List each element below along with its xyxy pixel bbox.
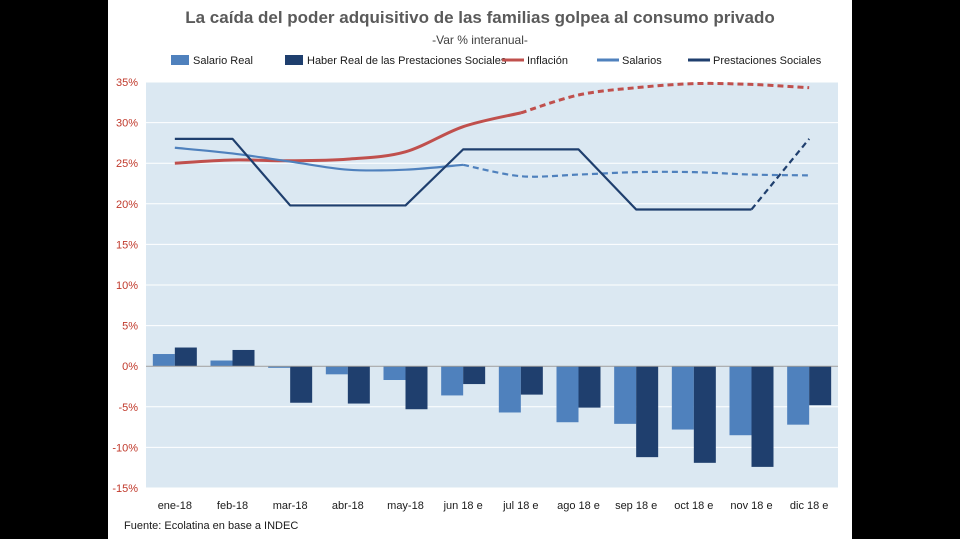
bar-haber-real bbox=[578, 366, 601, 408]
x-tick-label: oct 18 e bbox=[674, 500, 713, 512]
line-salarios-dashed bbox=[462, 163, 810, 178]
line-prestaciones-dashed bbox=[750, 138, 811, 211]
bar-salario-real bbox=[671, 366, 694, 430]
x-tick-label: may-18 bbox=[387, 500, 424, 512]
bar-salario-real bbox=[787, 366, 810, 425]
source-note: Fuente: Ecolatina en base a INDEC bbox=[124, 520, 299, 532]
x-tick-label: ene-18 bbox=[158, 500, 192, 512]
legend-label-prestaciones: Prestaciones Sociales bbox=[713, 55, 822, 67]
bar-salario-real bbox=[729, 366, 752, 436]
line-inflacion-solid bbox=[174, 111, 522, 165]
bar-haber-real bbox=[520, 366, 543, 395]
bar-haber-real bbox=[347, 366, 370, 404]
legend-swatch-salario-real bbox=[171, 55, 189, 65]
bar-haber-real bbox=[636, 366, 659, 458]
bar-salario-real bbox=[614, 366, 637, 424]
legend-label-haber-real: Haber Real de las Prestaciones Sociales bbox=[307, 55, 507, 67]
y-tick-label: 10% bbox=[116, 280, 138, 292]
x-tick-label: abr-18 bbox=[332, 500, 364, 512]
x-tick-label: sep 18 e bbox=[615, 500, 657, 512]
bar-haber-real bbox=[290, 366, 313, 403]
chart-title: La caída del poder adquisitivo de las fa… bbox=[185, 8, 775, 27]
y-tick-label: 30% bbox=[116, 118, 138, 130]
x-tick-label: jun 18 e bbox=[443, 500, 483, 512]
y-tick-label: 15% bbox=[116, 239, 138, 251]
y-tick-label: 20% bbox=[116, 199, 138, 211]
line-prestaciones-solid bbox=[174, 137, 752, 211]
y-tick-label: -10% bbox=[112, 442, 138, 454]
legend-label-salario-real: Salario Real bbox=[193, 55, 253, 67]
x-tick-label: ago 18 e bbox=[557, 500, 600, 512]
x-tick-label: dic 18 e bbox=[790, 500, 829, 512]
chart-subtitle: -Var % interanual- bbox=[432, 33, 528, 47]
bar-salario-real bbox=[498, 366, 521, 413]
line-inflacion-dashed bbox=[520, 81, 810, 115]
legend-swatch-haber-real bbox=[285, 55, 303, 65]
bar-salario-real bbox=[268, 366, 291, 368]
bar-haber-real bbox=[174, 347, 197, 367]
bar-haber-real bbox=[232, 349, 255, 367]
x-tick-label: jul 18 e bbox=[502, 500, 538, 512]
bar-haber-real bbox=[463, 366, 486, 385]
legend-label-salarios: Salarios bbox=[622, 55, 662, 67]
bar-haber-real bbox=[751, 366, 774, 467]
bar-haber-real bbox=[809, 366, 832, 406]
bar-salario-real bbox=[441, 366, 464, 396]
y-tick-label: -15% bbox=[112, 483, 138, 495]
y-tick-label: 5% bbox=[122, 321, 138, 333]
x-tick-label: nov 18 e bbox=[730, 500, 772, 512]
legend-label-inflacion: Inflación bbox=[527, 55, 568, 67]
x-tick-label: mar-18 bbox=[273, 500, 308, 512]
y-tick-label: 25% bbox=[116, 158, 138, 170]
line-salarios-solid bbox=[174, 146, 464, 172]
bar-haber-real bbox=[693, 366, 716, 463]
y-tick-label: 35% bbox=[116, 77, 138, 89]
bar-salario-real bbox=[556, 366, 579, 423]
bar-haber-real bbox=[405, 366, 428, 410]
bar-salario-real bbox=[383, 366, 406, 381]
bar-salario-real bbox=[210, 360, 233, 367]
x-tick-label: feb-18 bbox=[217, 500, 248, 512]
bar-salario-real bbox=[325, 366, 348, 375]
y-tick-label: -5% bbox=[118, 402, 138, 414]
bar-salario-real bbox=[152, 354, 175, 367]
y-tick-label: 0% bbox=[122, 361, 138, 373]
